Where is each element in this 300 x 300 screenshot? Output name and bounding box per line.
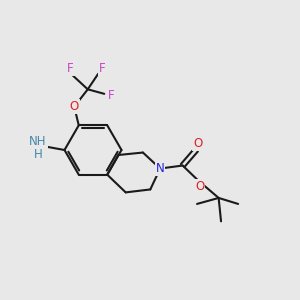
Text: F: F [67, 62, 74, 75]
Text: F: F [98, 62, 105, 75]
Text: N: N [156, 162, 164, 175]
Text: O: O [70, 100, 79, 113]
Text: O: O [195, 180, 204, 193]
Text: H: H [34, 148, 43, 161]
Text: NH: NH [29, 135, 47, 148]
Text: F: F [107, 89, 114, 102]
Text: O: O [193, 137, 202, 150]
